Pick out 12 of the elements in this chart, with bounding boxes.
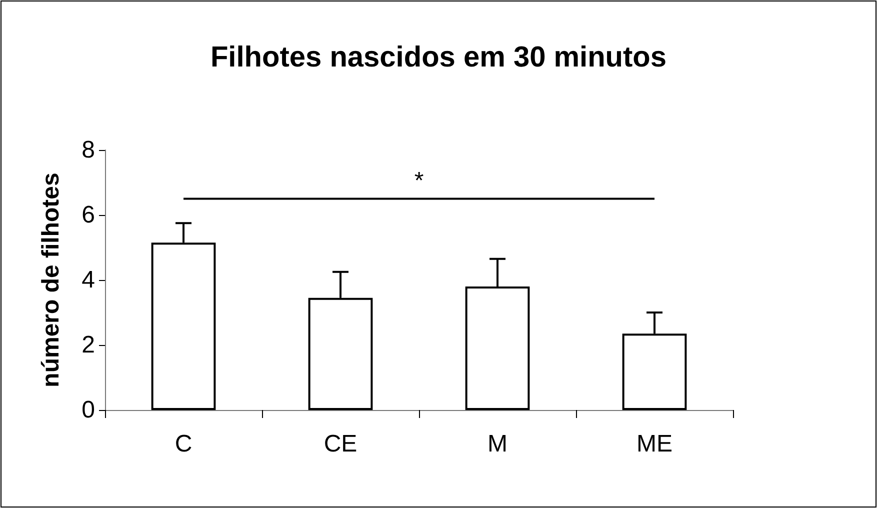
y-tick-label: 4	[82, 266, 95, 294]
x-tick-label: M	[488, 430, 508, 458]
x-tick-label: CE	[324, 430, 358, 458]
x-tick-label: ME	[636, 430, 672, 458]
y-tick-label: 0	[82, 396, 95, 424]
y-tick-label: 6	[82, 202, 95, 228]
chart-title: Filhotes nascidos em 30 minutos	[210, 42, 667, 74]
y-tick-label: 2	[82, 332, 95, 358]
y-axis-title: número de filhotes	[38, 172, 64, 388]
y-tick-label: 8	[82, 136, 95, 164]
annotation: *	[414, 167, 424, 194]
x-tick-label: C	[174, 430, 192, 458]
